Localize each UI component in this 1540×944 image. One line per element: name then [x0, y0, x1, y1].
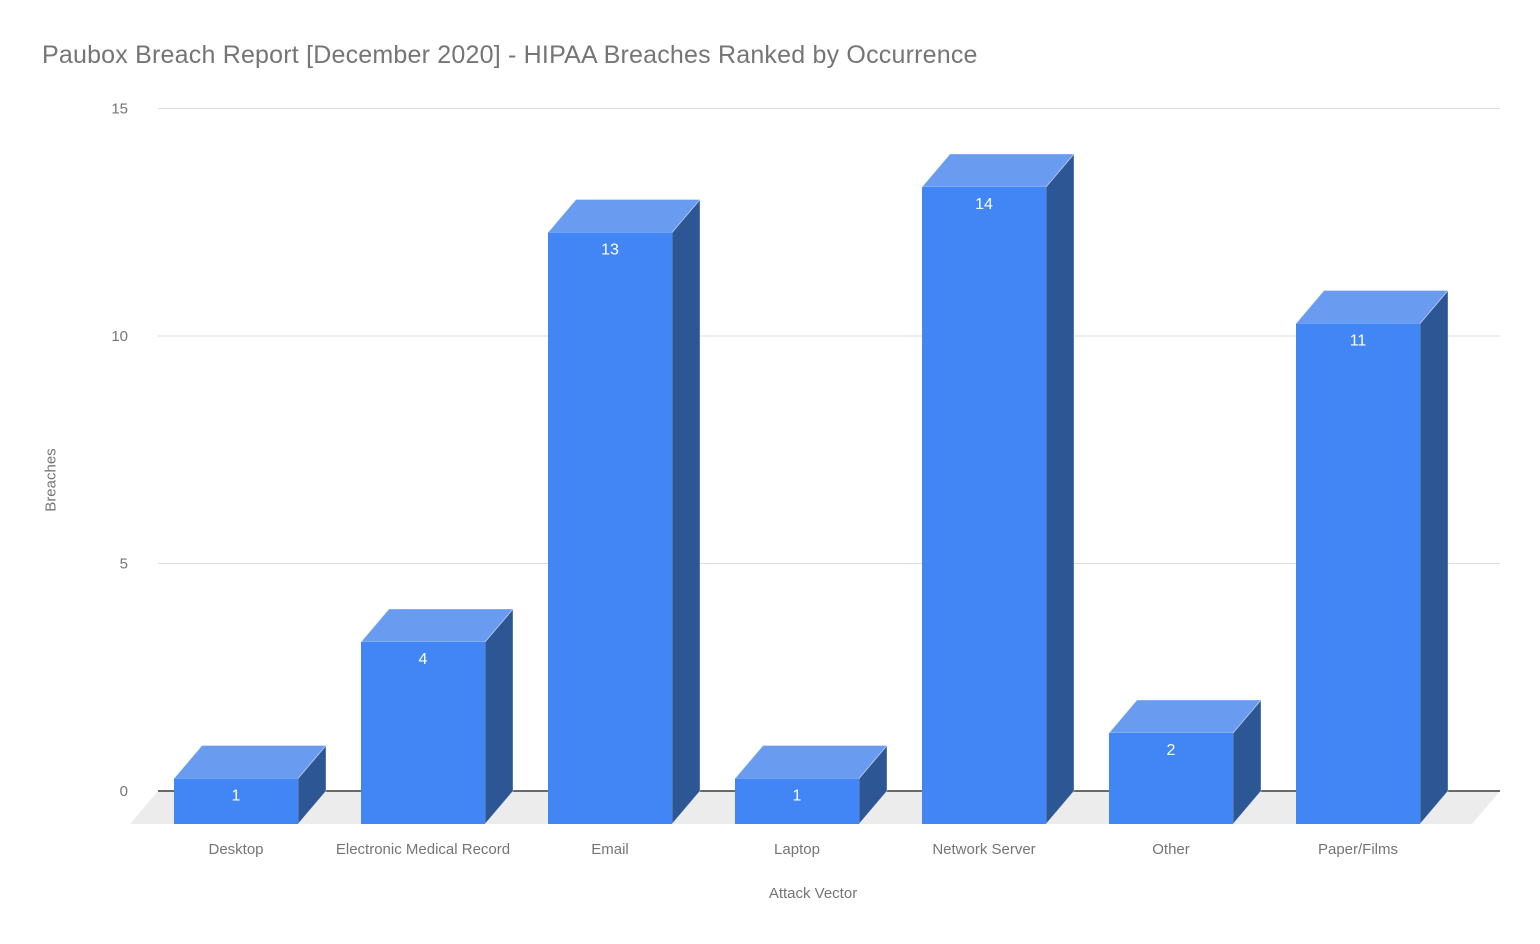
bar-paper-films[interactable]: 11	[1295, 289, 1449, 826]
bar-front-face	[174, 778, 298, 824]
bar-value-label: 11	[1350, 333, 1367, 350]
bar-value-label: 1	[793, 788, 802, 805]
y-tick-label: 10	[111, 328, 128, 345]
chart-title: Paubox Breach Report [December 2020] - H…	[42, 41, 978, 69]
bar-side-face	[1045, 152, 1075, 826]
x-category-label: Other	[1152, 841, 1190, 858]
bar-value-label: 14	[975, 196, 993, 213]
x-category-label: Laptop	[774, 841, 820, 858]
bar-desktop[interactable]: 1	[173, 744, 327, 826]
x-category-label: Electronic Medical Record	[336, 841, 510, 858]
bar-other[interactable]: 2	[1108, 698, 1262, 826]
y-tick-label: 15	[111, 101, 128, 118]
bar-side-face	[484, 607, 514, 826]
bar-side-face	[671, 198, 701, 826]
bar-network-server[interactable]: 14	[921, 152, 1075, 826]
x-category-label: Email	[591, 841, 629, 858]
bar-front-face	[548, 232, 672, 824]
bar-email[interactable]: 13	[547, 198, 701, 826]
y-tick-label: 0	[120, 783, 128, 800]
x-category-label: Paper/Films	[1318, 841, 1398, 858]
bar-electronic-medical-record[interactable]: 4	[360, 607, 514, 826]
bar-side-face	[1419, 289, 1449, 826]
bar-front-face	[361, 642, 485, 824]
x-axis-title: Attack Vector	[768, 885, 858, 902]
x-category-label: Network Server	[932, 841, 1035, 858]
bar-front-face	[735, 778, 859, 824]
bar-value-label: 13	[601, 242, 619, 259]
bar-value-label: 2	[1167, 742, 1176, 759]
bar-laptop[interactable]: 1	[734, 744, 888, 826]
bar-front-face	[922, 187, 1046, 824]
bar-value-label: 4	[419, 651, 428, 668]
x-category-label: Desktop	[208, 841, 263, 858]
bar-front-face	[1109, 733, 1233, 824]
bar-front-face	[1296, 323, 1420, 824]
y-tick-label: 5	[120, 556, 128, 573]
bar-value-label: 1	[232, 788, 241, 805]
